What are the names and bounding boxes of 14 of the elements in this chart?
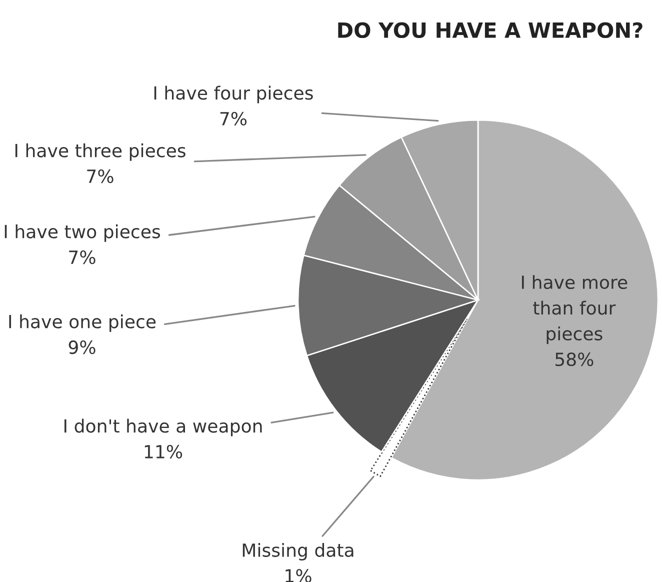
data-label: 7%: [69, 250, 96, 264]
slice-label: I have four pieces: [154, 86, 313, 104]
slice-label: I have two pieces: [4, 224, 160, 242]
data-label: 7%: [220, 112, 247, 126]
chart-title: DO YOU HAVE A WEAPON?: [338, 22, 642, 38]
slice-label: I have three pieces: [15, 143, 186, 161]
slice-label: I have one piece: [9, 314, 156, 332]
slice-label: I don't have a weapon: [64, 418, 262, 436]
data-label: 7%: [87, 169, 114, 184]
data-label: 9%: [68, 340, 96, 354]
slice-label: Missing data: [242, 543, 354, 560]
slice-label: I have more than four pieces: [522, 275, 628, 344]
data-label: 11%: [144, 444, 182, 458]
data-label: 58%: [556, 352, 594, 366]
